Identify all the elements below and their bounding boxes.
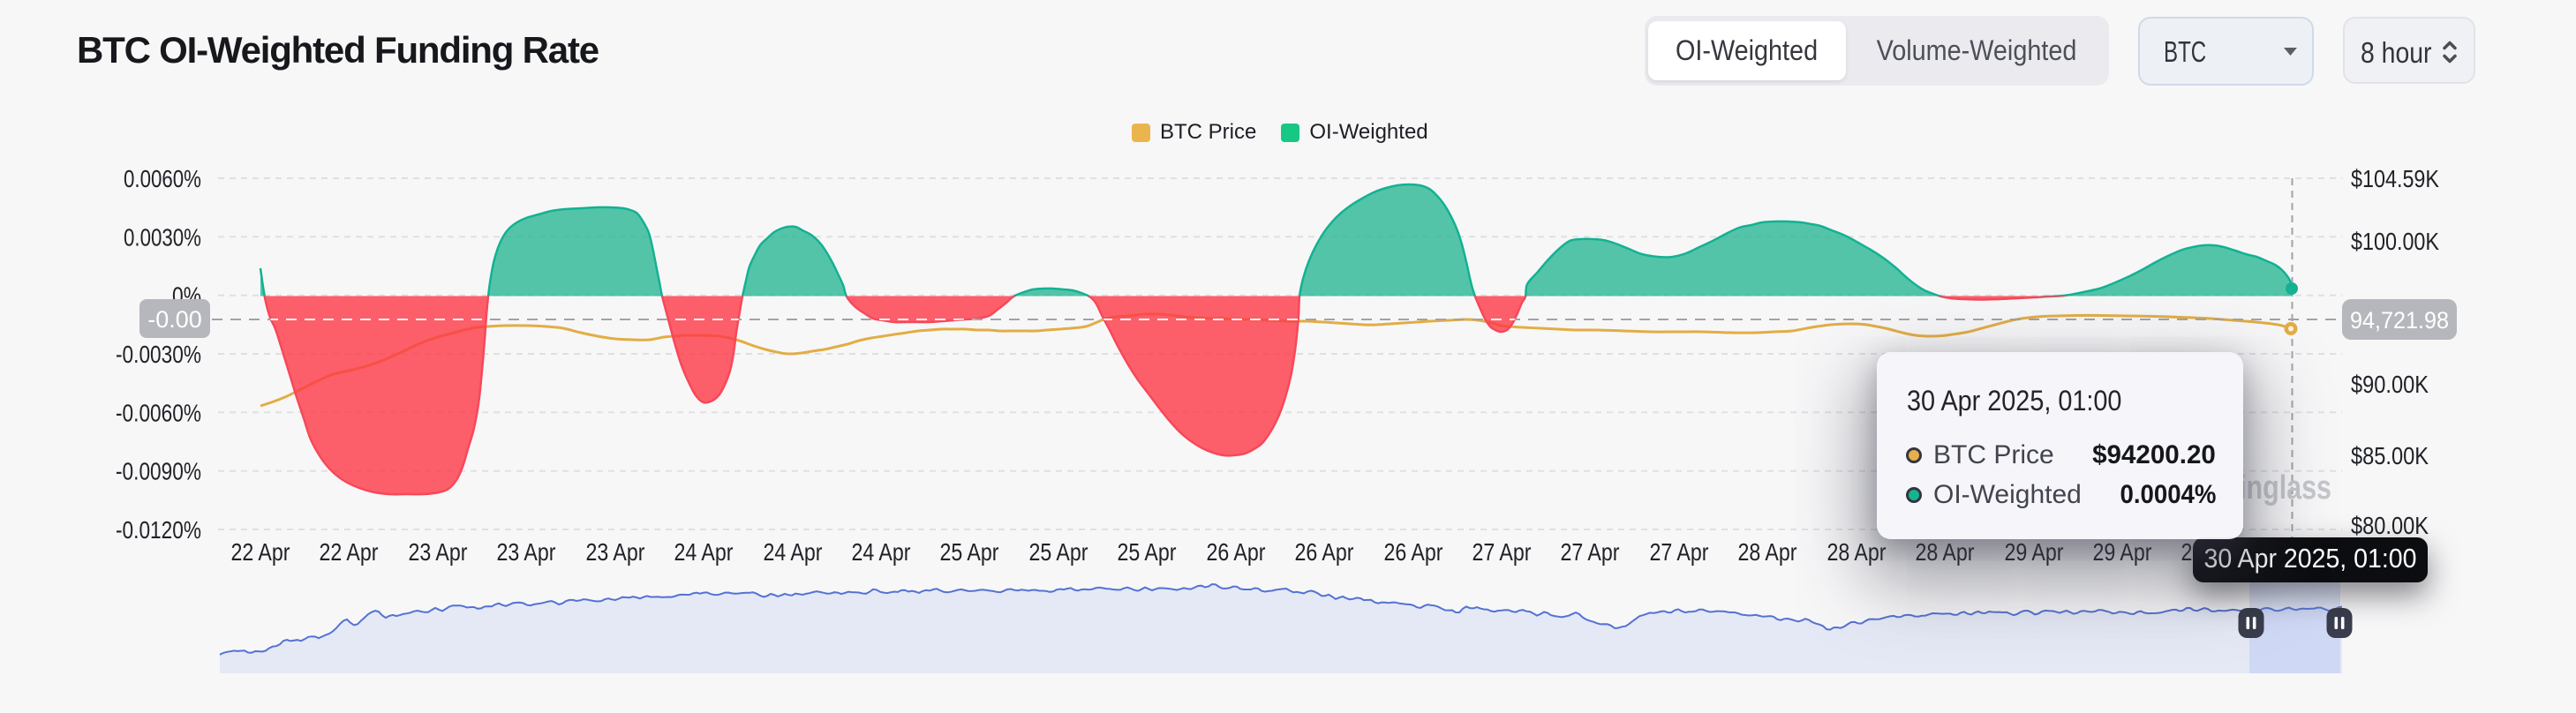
svg-text:26 Apr: 26 Apr — [1384, 538, 1443, 566]
svg-text:29 Apr: 29 Apr — [2093, 538, 2152, 566]
svg-text:22 Apr: 22 Apr — [231, 538, 290, 566]
svg-text:24 Apr: 24 Apr — [764, 538, 823, 566]
svg-text:25 Apr: 25 Apr — [940, 538, 999, 566]
svg-text:$100.00K: $100.00K — [2351, 228, 2439, 255]
svg-text:25 Apr: 25 Apr — [1029, 538, 1088, 566]
svg-text:23 Apr: 23 Apr — [409, 538, 468, 566]
svg-text:24 Apr: 24 Apr — [674, 538, 734, 566]
svg-text:23 Apr: 23 Apr — [586, 538, 645, 566]
svg-text:28 Apr: 28 Apr — [1827, 538, 1887, 566]
svg-text:29 Apr: 29 Apr — [2005, 538, 2064, 566]
svg-text:22 Apr: 22 Apr — [320, 538, 379, 566]
svg-text:28 Apr: 28 Apr — [1738, 538, 1797, 566]
svg-text:$104.59K: $104.59K — [2351, 165, 2439, 192]
svg-text:27 Apr: 27 Apr — [1650, 538, 1709, 566]
svg-text:26 Apr: 26 Apr — [1207, 538, 1266, 566]
svg-text:inglass: inglass — [2239, 469, 2331, 507]
svg-text:23 Apr: 23 Apr — [497, 538, 556, 566]
svg-text:24 Apr: 24 Apr — [852, 538, 911, 566]
svg-text:27 Apr: 27 Apr — [1561, 538, 1620, 566]
svg-text:-0.00: -0.00 — [147, 306, 202, 333]
svg-text:28 Apr: 28 Apr — [1916, 538, 1975, 566]
svg-text:26 Apr: 26 Apr — [1295, 538, 1354, 566]
svg-text:-0.0060%: -0.0060% — [116, 399, 201, 426]
svg-text:$90.00K: $90.00K — [2351, 371, 2429, 398]
svg-text:27 Apr: 27 Apr — [1473, 538, 1532, 566]
svg-text:$80.00K: $80.00K — [2351, 512, 2429, 539]
svg-text:-0.0120%: -0.0120% — [116, 516, 201, 544]
svg-text:25 Apr: 25 Apr — [1118, 538, 1177, 566]
svg-text:94,721.98: 94,721.98 — [2350, 307, 2449, 334]
svg-text:0.0030%: 0.0030% — [124, 223, 201, 251]
svg-text:-0.0090%: -0.0090% — [116, 458, 201, 485]
svg-text:0.0060%: 0.0060% — [124, 165, 201, 192]
svg-text:-0.0030%: -0.0030% — [116, 341, 201, 368]
svg-text:$85.00K: $85.00K — [2351, 442, 2429, 469]
